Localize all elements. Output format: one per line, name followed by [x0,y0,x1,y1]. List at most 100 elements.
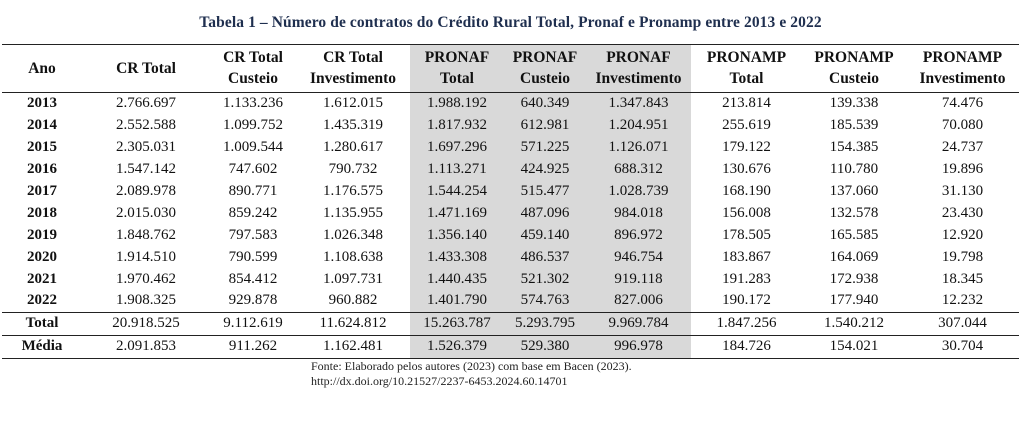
table-cell: 184.726 [691,334,802,359]
table-cell: 30.704 [906,334,1019,359]
table-cell: 515.477 [504,180,586,203]
table-cell: 1.162.481 [296,334,410,359]
column-header: PRONAMP Custeio [802,44,906,93]
column-header-line1: CR Total [323,49,383,66]
table-cell: 2.552.588 [116,117,176,134]
row-label-cell: Total [2,311,82,336]
table-cell: 154.385 [829,139,879,156]
table-cell: 20.918.525 [82,311,210,336]
table-row: 2013 2.766.697 1.133.236 1.612.015 1.988.192… [2,92,1019,115]
column-header-line2: Total [729,70,764,87]
table-cell: 307.044 [906,311,1019,336]
table-cell: 1.540.212 [802,311,906,336]
table-row: 2018 2.015.030 859.242 1.135.955 1.471.169 48… [2,202,1019,225]
table-cell: 487.096 [504,202,586,225]
table-row: 2014 2.552.588 1.099.752 1.435.319 1.817.932… [2,114,1019,137]
row-label-cell: 2017 [27,183,57,199]
table-cell: 1.347.843 [586,92,691,115]
table-row: 2020 1.914.510 790.599 1.108.638 1.433.308 48… [2,246,1019,269]
table-cell: 1.435.319 [323,117,383,134]
table-cell: 9.969.784 [586,311,691,336]
row-label-cell: 2016 [27,161,57,178]
table-cell: 154.021 [802,334,906,359]
table-cell: 1.026.348 [323,226,383,243]
source-text: Fonte: Elaborado pelos autores (2023) co… [311,359,632,373]
table-cell: 9.112.619 [210,311,296,336]
row-label-cell: 2014 [27,117,57,134]
row-label-cell: Média [2,334,82,359]
table-body: 2013 2.766.697 1.133.236 1.612.015 1.988.192… [2,92,1019,359]
table-cell: 137.060 [829,183,879,199]
table-cell: 18.345 [941,270,984,287]
table-cell: 1.847.256 [691,311,802,336]
table-row: 2022 1.908.325 929.878 960.882 1.401.790 574.… [2,290,1019,313]
table-cell: 178.505 [722,226,771,243]
table-cell: 165.585 [829,226,879,243]
source-note: Fonte: Elaborado pelos autores (2023) co… [311,359,632,389]
table-cell: 521.302 [504,268,586,291]
table-cell: 130.676 [722,161,771,178]
table-row: 2019 1.848.762 797.583 1.026.348 1.356.140 45… [2,224,1019,247]
table-cell: 1.009.544 [223,139,283,156]
column-header: PRONAMP Total [691,44,802,93]
table-cell: 1.113.271 [410,158,504,181]
table-cell: 2.015.030 [116,204,176,221]
table-cell: 168.190 [722,183,771,199]
table-cell: 1.108.638 [323,248,383,265]
table-cell: 1.204.951 [586,114,691,137]
table-cell: 2.089.978 [116,183,176,199]
column-header-line1: Ano [28,59,56,77]
table-cell: 1.133.236 [223,95,283,112]
row-label-cell: 2019 [27,226,57,243]
column-header-line2: Total [440,70,474,87]
doi-link-text: http://dx.doi.org/10.21527/2237-6453.202… [311,374,568,388]
table-cell: 688.312 [586,158,691,181]
table-cell: 255.619 [722,117,771,134]
column-header: CR Total [82,44,210,93]
row-label-cell: 2015 [27,139,57,156]
column-header-line1: PRONAMP [706,49,787,66]
table-cell: 890.771 [228,183,278,199]
table-cell: 132.578 [829,204,879,221]
table-cell: 929.878 [228,292,278,309]
table-row: 2016 1.547.142 747.602 790.732 1.113.271 424.… [2,158,1019,181]
table-cell: 110.780 [829,161,879,178]
table-cell: 24.737 [941,139,984,156]
table-cell: 424.925 [504,158,586,181]
table-cell: 859.242 [228,204,278,221]
column-header-line1: CR Total [116,59,176,77]
column-header: PRONAF Total [410,44,504,93]
table-cell: 2.091.853 [82,334,210,359]
table-cell: 74.476 [941,95,984,112]
table-cell: 1.126.071 [586,136,691,159]
row-label-cell: 2022 [27,292,57,309]
media-row: Média 2.091.853 911.262 1.162.481 1.526.379 5… [2,334,1019,359]
table-cell: 790.732 [328,161,378,178]
table-cell: 1.176.575 [323,183,383,199]
table-cell: 911.262 [210,334,296,359]
row-label-cell: 2020 [27,248,57,265]
column-header-line1: PRONAMP [922,49,1003,66]
table-cell: 1.697.296 [410,136,504,159]
table-cell: 1.471.169 [410,202,504,225]
table-cell: 11.624.812 [296,311,410,336]
table-title: Tabela 1 – Número de contratos do Crédit… [199,14,822,31]
table-cell: 1.440.435 [410,268,504,291]
column-header-line2: Investimento [309,70,397,87]
column-header-line2: Custeio [520,70,570,87]
table-cell: 612.981 [504,114,586,137]
header-row: Ano CR Total CR Total Custeio CR Total Invest… [2,44,1019,93]
table-cell: 640.349 [504,92,586,115]
table-cell: 571.225 [504,136,586,159]
table-cell: 574.763 [504,290,586,313]
column-header-line2: Custeio [228,70,278,87]
table-cell: 459.140 [504,224,586,247]
table-cell: 1.970.462 [116,270,176,287]
table-cell: 1.848.762 [116,226,176,243]
table-cell: 1.526.379 [410,334,504,359]
table-cell: 15.263.787 [410,311,504,336]
table-cell: 1.433.308 [410,246,504,269]
table-cell: 164.069 [829,248,879,265]
table-cell: 19.798 [941,248,984,265]
table-cell: 1.612.015 [323,95,383,112]
